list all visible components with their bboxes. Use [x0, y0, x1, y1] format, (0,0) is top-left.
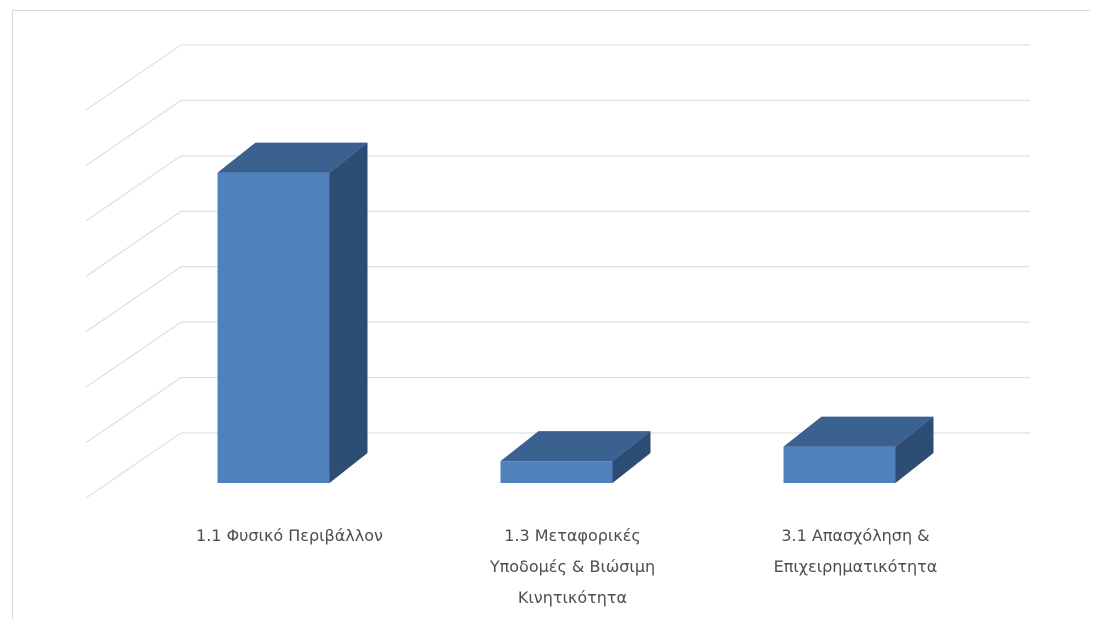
gridline-side: [85, 100, 182, 166]
bar: [217, 142, 368, 483]
gridline-side: [85, 432, 182, 499]
bar-top: [500, 431, 651, 462]
x-tick-label: 3.1 Απασχόληση & Επιχειρηματικότητα: [774, 526, 938, 576]
x-tick-label-line: 1.1 Φυσικό Περιβάλλον: [196, 526, 383, 545]
x-tick-label-line: 3.1 Απασχόληση &: [781, 526, 929, 545]
gridline-side: [85, 44, 182, 111]
bar-side: [612, 431, 651, 483]
x-tick-label-line: 1.3 Μεταφορικές: [504, 526, 641, 545]
bar-front: [217, 172, 330, 483]
bar-side: [329, 142, 368, 483]
bar: [500, 431, 651, 483]
bar-side: [895, 416, 934, 483]
bar: [783, 416, 934, 483]
x-tick-label-line: Επιχειρηματικότητα: [774, 557, 938, 576]
x-tick-label-line: Υποδομές & Βιώσιμη: [489, 557, 655, 576]
gridline-side: [85, 155, 182, 222]
gridline-side: [85, 377, 182, 443]
bar-top: [217, 142, 368, 173]
gridline-side: [85, 321, 182, 388]
x-tick-label: 1.1 Φυσικό Περιβάλλον: [196, 526, 383, 545]
gridline-side: [85, 266, 182, 333]
chart-frame: [12, 10, 1090, 619]
bar-top: [783, 416, 934, 447]
bar-front: [500, 461, 613, 483]
x-tick-label-line: Κινητικότητα: [518, 588, 627, 607]
x-tick-label: 1.3 Μεταφορικές Υποδομές & Βιώσιμη Κινητικ…: [489, 526, 655, 607]
gridline-side: [85, 210, 182, 277]
bar-front: [783, 446, 896, 483]
